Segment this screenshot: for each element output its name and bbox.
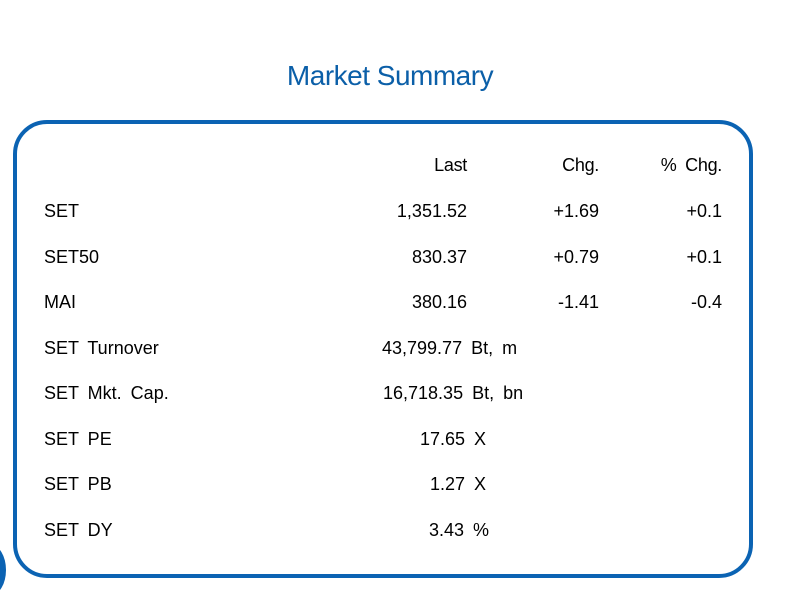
row-value-set-dy: 3.43 % [429,520,490,540]
row-label-set-dy: SET DY [44,520,113,540]
row-chg-set50: +0.79 [553,247,599,267]
page-title: Market Summary [286,60,494,91]
row-value-set-mkt-cap: 16,718.35 Bt, bn [383,383,524,403]
header-pct-chg: % Chg. [660,155,723,175]
row-pct-set50: +0.1 [686,247,722,267]
row-last-set: 1,351.52 [396,201,467,221]
summary-panel [13,120,753,578]
row-label-set50: SET50 [44,247,100,267]
header-chg: Chg. [562,155,599,175]
row-last-set50: 830.37 [411,247,467,267]
row-chg-mai: -1.41 [557,292,599,312]
header-last: Last [434,155,467,175]
row-value-set-pe: 17.65 X [420,429,487,449]
row-label-set: SET [44,201,80,221]
row-pct-mai: -0.4 [690,292,722,312]
row-label-set-pb: SET PB [44,474,112,494]
row-value-set-turnover: 43,799.77 Bt, m [382,338,518,358]
row-label-set-pe: SET PE [44,429,112,449]
row-label-mai: MAI [44,292,77,312]
row-last-mai: 380.16 [411,292,467,312]
row-chg-set: +1.69 [553,201,599,221]
row-pct-set: +0.1 [686,201,722,221]
row-label-set-mkt-cap: SET Mkt. Cap. [44,383,169,403]
row-value-set-pb: 1.27 X [430,474,487,494]
decorative-circle [0,545,6,595]
row-label-set-turnover: SET Turnover [44,338,159,358]
